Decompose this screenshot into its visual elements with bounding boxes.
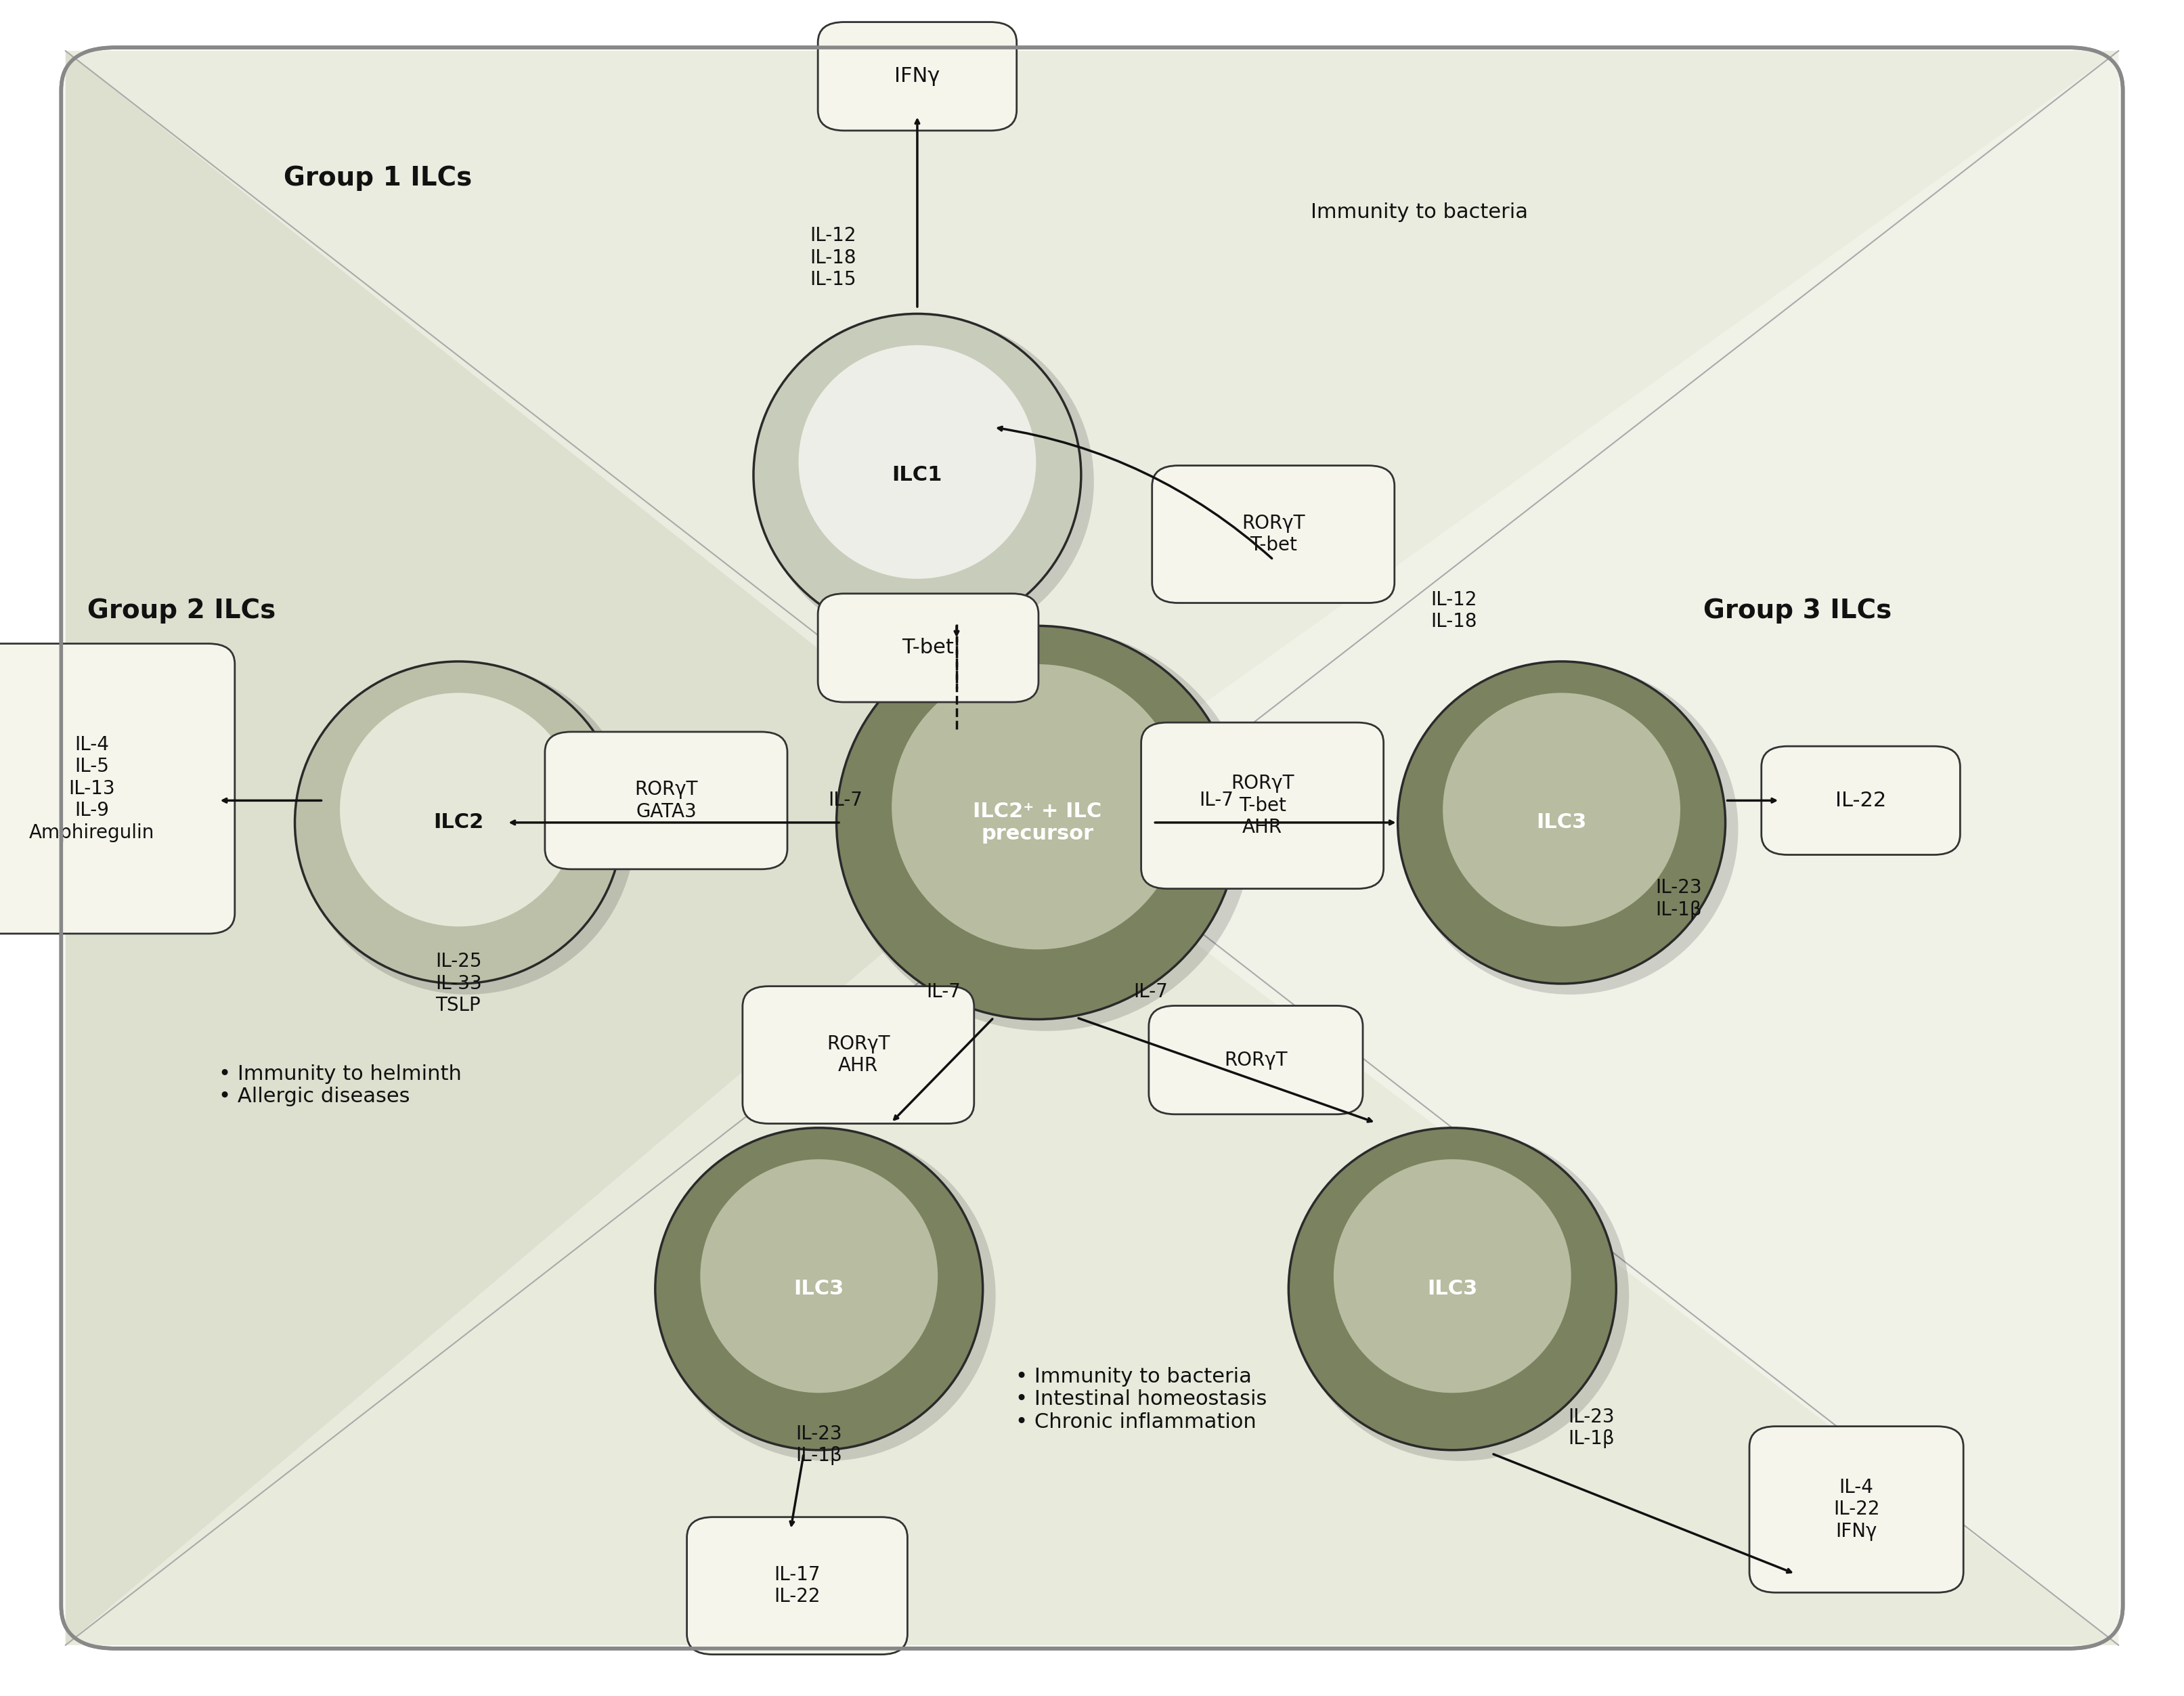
FancyBboxPatch shape — [817, 594, 1040, 702]
Text: IL-23
IL-1β: IL-23 IL-1β — [1655, 879, 1701, 919]
Text: Group 2 ILCs: Group 2 ILCs — [87, 597, 275, 624]
Ellipse shape — [836, 626, 1238, 1019]
Text: ILC1: ILC1 — [891, 465, 943, 485]
FancyBboxPatch shape — [1760, 746, 1961, 855]
Ellipse shape — [295, 661, 622, 984]
FancyBboxPatch shape — [743, 985, 974, 1124]
Ellipse shape — [1334, 1160, 1570, 1392]
FancyBboxPatch shape — [1140, 722, 1385, 889]
Text: RORγT
T-bet: RORγT T-bet — [1243, 514, 1304, 555]
Text: ILC2: ILC2 — [432, 812, 485, 833]
Ellipse shape — [1293, 1131, 1629, 1460]
Text: RORγT
AHR: RORγT AHR — [828, 1035, 889, 1075]
Text: IFNγ: IFNγ — [895, 66, 939, 86]
Polygon shape — [1037, 51, 2118, 1645]
Text: • Immunity to helminth
• Allergic diseases: • Immunity to helminth • Allergic diseas… — [218, 1065, 461, 1106]
Ellipse shape — [655, 1128, 983, 1450]
FancyBboxPatch shape — [686, 1516, 909, 1655]
Text: IL-7: IL-7 — [828, 790, 863, 811]
Text: IL-23
IL-1β: IL-23 IL-1β — [795, 1425, 843, 1465]
FancyBboxPatch shape — [0, 643, 236, 933]
Text: ILC2⁺ + ILC
precursor: ILC2⁺ + ILC precursor — [974, 802, 1101, 843]
Text: T-bet: T-bet — [902, 638, 954, 658]
Text: Immunity to bacteria: Immunity to bacteria — [1310, 202, 1529, 222]
Polygon shape — [66, 823, 2118, 1645]
Text: • Immunity to bacteria
• Intestinal homeostasis
• Chronic inflammation: • Immunity to bacteria • Intestinal home… — [1016, 1367, 1267, 1431]
Ellipse shape — [660, 1131, 996, 1460]
Text: IL-7: IL-7 — [926, 982, 961, 1002]
Text: IL-23
IL-1β: IL-23 IL-1β — [1568, 1408, 1614, 1448]
Text: RORγT: RORγT — [1225, 1050, 1286, 1070]
Text: IL-12
IL-18
IL-15: IL-12 IL-18 IL-15 — [810, 226, 856, 290]
Text: Group 1 ILCs: Group 1 ILCs — [284, 165, 472, 192]
Text: IL-22: IL-22 — [1835, 790, 1887, 811]
Ellipse shape — [341, 694, 577, 926]
Text: IL-17
IL-22: IL-17 IL-22 — [773, 1565, 821, 1606]
Ellipse shape — [753, 314, 1081, 636]
Text: Group 3 ILCs: Group 3 ILCs — [1704, 597, 1891, 624]
Text: IL-12
IL-18: IL-12 IL-18 — [1431, 590, 1476, 631]
Ellipse shape — [701, 1160, 937, 1392]
Ellipse shape — [841, 628, 1251, 1031]
Text: ILC3: ILC3 — [1535, 812, 1588, 833]
Text: IL-25
IL-33
TSLP: IL-25 IL-33 TSLP — [435, 951, 483, 1016]
FancyBboxPatch shape — [817, 22, 1016, 131]
Polygon shape — [66, 51, 1037, 1645]
Polygon shape — [66, 51, 2118, 823]
Text: RORγT
T-bet
AHR: RORγT T-bet AHR — [1232, 773, 1293, 838]
Ellipse shape — [799, 346, 1035, 578]
FancyBboxPatch shape — [544, 733, 786, 868]
FancyBboxPatch shape — [1149, 1006, 1363, 1114]
Ellipse shape — [299, 665, 636, 994]
FancyBboxPatch shape — [1749, 1426, 1963, 1593]
FancyBboxPatch shape — [61, 47, 2123, 1649]
Ellipse shape — [1402, 665, 1738, 994]
Ellipse shape — [1444, 694, 1679, 926]
Text: IL-4
IL-22
IFNγ: IL-4 IL-22 IFNγ — [1832, 1477, 1880, 1542]
FancyBboxPatch shape — [1153, 465, 1393, 604]
Ellipse shape — [1398, 661, 1725, 984]
Text: IL-7: IL-7 — [1199, 790, 1234, 811]
Text: IL-4
IL-5
IL-13
IL-9
Amphiregulin: IL-4 IL-5 IL-13 IL-9 Amphiregulin — [28, 736, 155, 841]
Text: ILC3: ILC3 — [793, 1279, 845, 1299]
Ellipse shape — [758, 317, 1094, 646]
Ellipse shape — [1289, 1128, 1616, 1450]
Ellipse shape — [891, 665, 1184, 950]
Text: RORγT
GATA3: RORγT GATA3 — [636, 780, 697, 821]
Text: ILC3: ILC3 — [1426, 1279, 1479, 1299]
Text: IL-7: IL-7 — [1133, 982, 1168, 1002]
